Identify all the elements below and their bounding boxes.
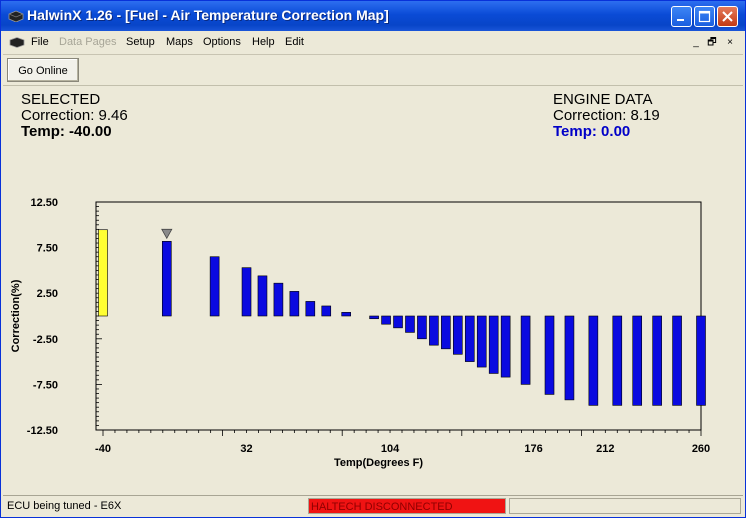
chart-bar[interactable] xyxy=(500,315,511,378)
x-tick-label: 32 xyxy=(240,443,252,455)
minimize-icon xyxy=(677,19,684,21)
chart-bar[interactable] xyxy=(405,315,415,333)
chart-bar[interactable] xyxy=(241,267,252,317)
chart-bar[interactable] xyxy=(564,315,575,401)
close-button[interactable] xyxy=(717,6,738,27)
chart-bar[interactable] xyxy=(612,315,623,406)
y-axis-label: Correction(%) xyxy=(10,279,22,352)
maximize-button[interactable] xyxy=(694,6,715,27)
chart-bar[interactable] xyxy=(289,291,300,317)
chart-bar[interactable] xyxy=(393,315,403,329)
chart-bar[interactable] xyxy=(696,315,706,406)
chart-bar[interactable] xyxy=(341,312,351,317)
chart-bar[interactable] xyxy=(476,315,487,368)
title-bar[interactable]: HalwinX 1.26 - [Fuel - Air Temperature C… xyxy=(1,1,745,31)
chart-bar[interactable] xyxy=(544,315,555,395)
selected-heading: SELECTED xyxy=(21,91,101,108)
menu-setup[interactable]: Setup xyxy=(126,36,155,48)
chart-bar[interactable] xyxy=(161,241,172,317)
chart-bar[interactable] xyxy=(369,315,379,320)
x-tick-label: 212 xyxy=(596,443,614,455)
close-icon xyxy=(722,11,733,22)
engine-position-marker xyxy=(161,228,173,240)
y-tick-label: 7.50 xyxy=(37,243,58,255)
x-tick-label: -40 xyxy=(95,443,111,455)
chart-bar[interactable] xyxy=(321,305,332,317)
engine-data-heading: ENGINE DATA xyxy=(553,91,653,108)
chart-bar[interactable] xyxy=(381,315,391,325)
minimize-button[interactable] xyxy=(671,6,692,27)
y-tick-label: 2.50 xyxy=(37,288,58,300)
selected-temp: Temp: -40.00 xyxy=(21,123,112,140)
chart-bar[interactable] xyxy=(464,315,475,362)
chart-bar[interactable] xyxy=(441,315,451,350)
y-tick-label: 12.50 xyxy=(30,197,58,209)
menu-edit[interactable]: Edit xyxy=(285,36,304,48)
child-restore-button[interactable]: 🗗 xyxy=(707,37,717,48)
menu-options[interactable]: Options xyxy=(203,36,241,48)
chart-bar[interactable] xyxy=(520,315,531,385)
chart-bar[interactable] xyxy=(672,315,682,406)
chart-bar[interactable] xyxy=(429,315,439,346)
status-bar: ECU being tuned - E6X HALTECH DISCONNECT… xyxy=(3,495,743,516)
go-online-button[interactable]: Go Online xyxy=(7,58,79,82)
selected-correction: Correction: 9.46 xyxy=(21,107,128,124)
child-minimize-button[interactable]: _ xyxy=(693,37,699,48)
map-panel: SELECTED Correction: 9.46 Temp: -40.00 E… xyxy=(3,85,743,494)
chart-bar[interactable] xyxy=(453,315,463,355)
status-ecu-text: ECU being tuned - E6X xyxy=(7,500,122,512)
menu-help[interactable]: Help xyxy=(252,36,275,48)
menu-data-pages[interactable]: Data Pages xyxy=(59,36,117,48)
menu-bar: File Data Pages Setup Maps Options Help … xyxy=(1,32,745,53)
x-axis-label: Temp(Degrees F) xyxy=(334,457,423,469)
engine-correction: Correction: 8.19 xyxy=(553,107,660,124)
status-connection: HALTECH DISCONNECTED xyxy=(308,498,506,514)
maximize-icon xyxy=(698,10,711,23)
chart-bar[interactable] xyxy=(588,315,599,406)
app-icon xyxy=(8,10,24,22)
chart-bar[interactable] xyxy=(305,301,316,317)
y-tick-label: -2.50 xyxy=(33,334,58,346)
chart-bar[interactable] xyxy=(209,256,220,317)
chart-bar[interactable] xyxy=(652,315,662,406)
y-tick-label: -12.50 xyxy=(27,425,58,437)
chart-bar[interactable] xyxy=(273,282,284,317)
correction-chart[interactable]: 12.50 7.50 2.50 -2.50 -7.50 -12.50 -40 32 104 176… xyxy=(3,194,743,494)
document-icon[interactable] xyxy=(9,37,25,48)
chart-bar[interactable] xyxy=(632,315,643,406)
toolbar-divider xyxy=(3,54,743,55)
window-title: HalwinX 1.26 - [Fuel - Air Temperature C… xyxy=(27,7,389,23)
chart-bar[interactable] xyxy=(417,315,427,340)
child-close-button[interactable]: × xyxy=(727,37,733,48)
selected-bar[interactable] xyxy=(98,229,108,317)
x-tick-label: 260 xyxy=(692,443,710,455)
x-tick-label: 176 xyxy=(524,443,542,455)
chart-bar[interactable] xyxy=(488,315,499,374)
engine-temp: Temp: 0.00 xyxy=(553,123,631,140)
menu-file[interactable]: File xyxy=(31,36,49,48)
status-empty-panel xyxy=(509,498,741,514)
menu-maps[interactable]: Maps xyxy=(166,36,193,48)
chart-bar[interactable] xyxy=(257,275,268,317)
x-tick-label: 104 xyxy=(381,443,400,455)
y-tick-label: -7.50 xyxy=(33,379,58,391)
